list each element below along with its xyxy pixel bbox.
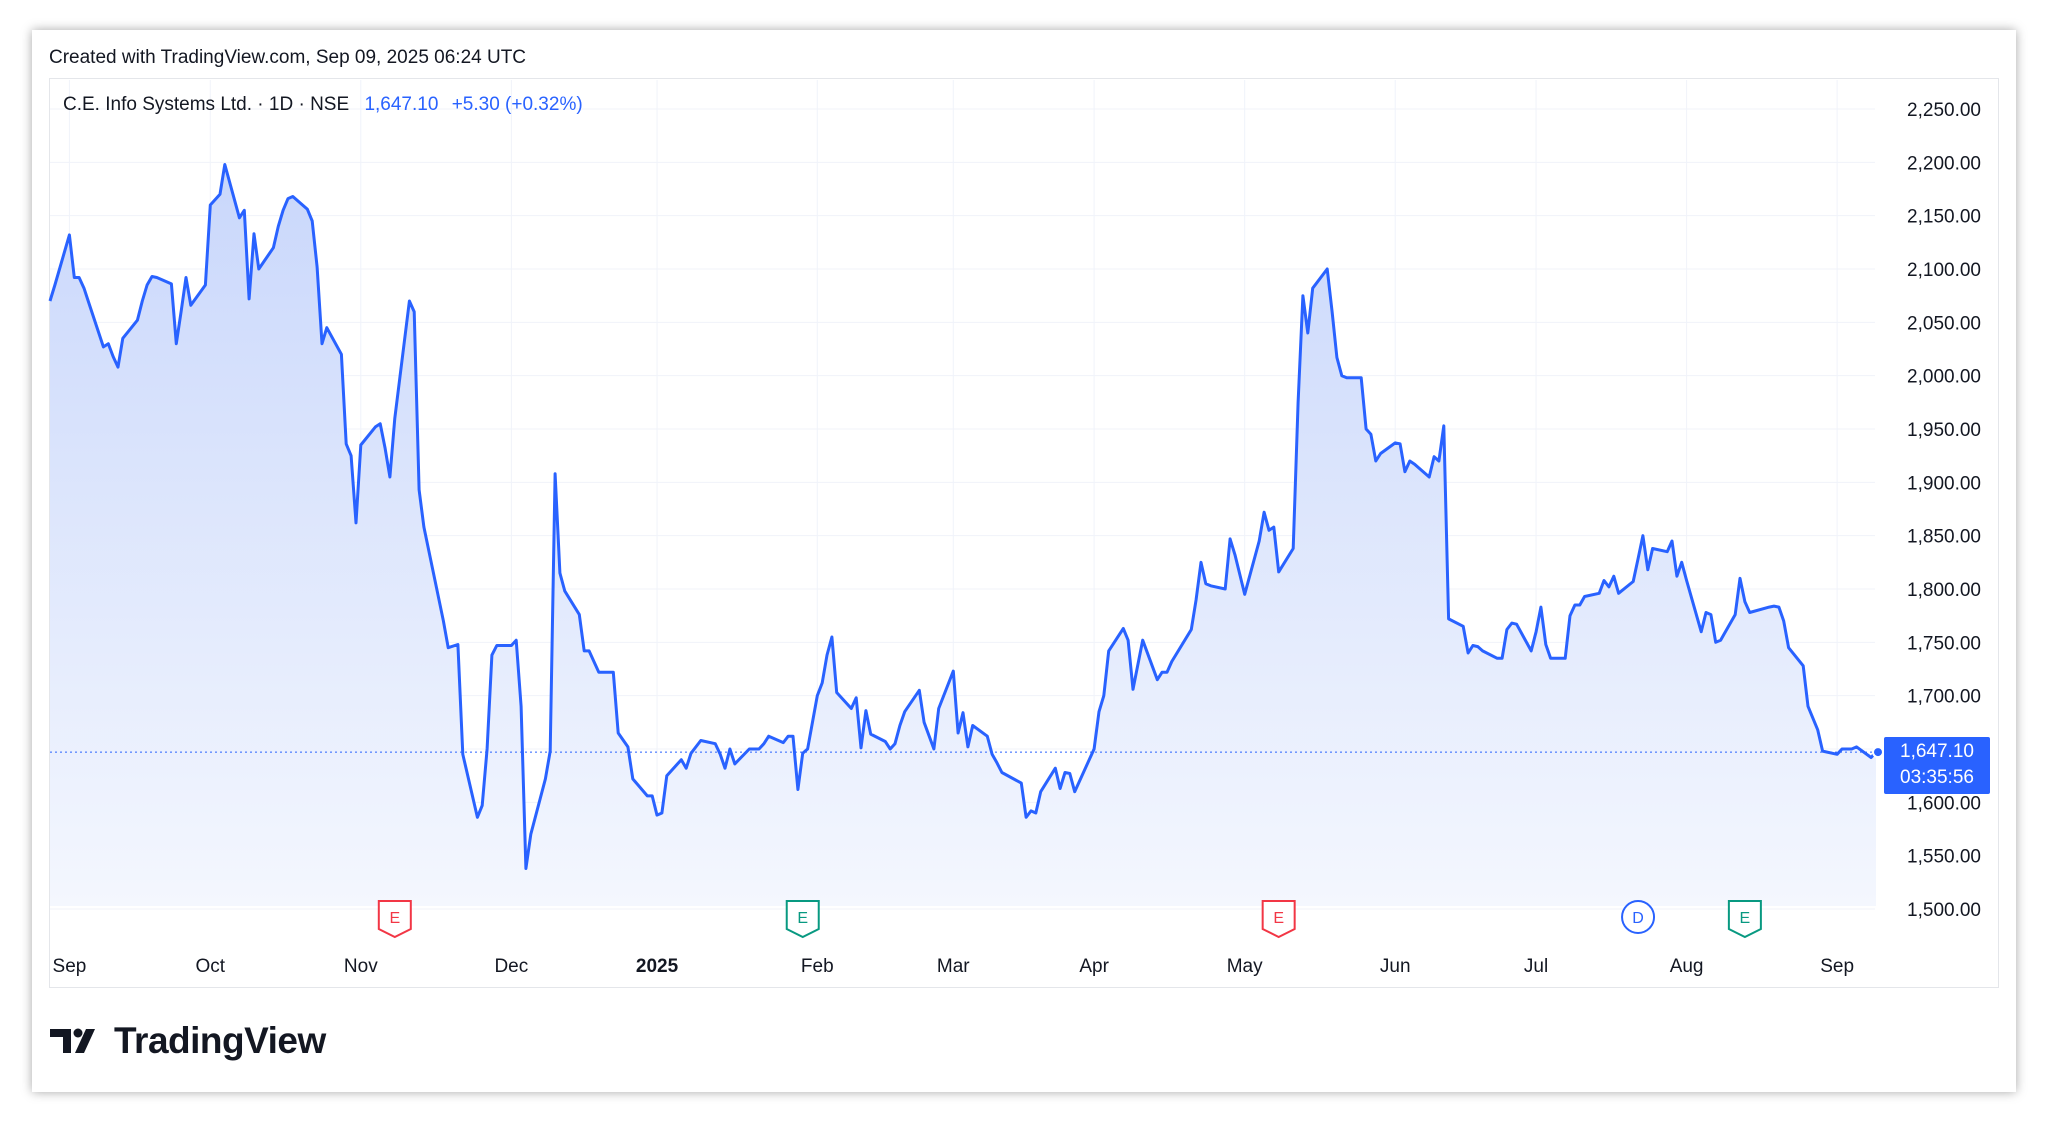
earnings-marker-icon [1727, 900, 1762, 939]
price-change: +5.30 (+0.32%) [451, 94, 583, 115]
y-tick-label: 1,750.00 [1907, 633, 1981, 654]
earnings-marker[interactable]: E [1261, 900, 1296, 939]
price-axis[interactable]: 1,500.001,550.001,600.001,650.001,700.00… [1907, 100, 1981, 921]
earnings-marker-icon [1261, 900, 1296, 939]
y-tick-label: 2,100.00 [1907, 260, 1981, 281]
x-tick-label: Apr [1079, 956, 1109, 977]
x-tick-label: Dec [494, 956, 528, 977]
symbol-legend: C.E. Info Systems Ltd. · 1D · NSE 1,647.… [63, 94, 583, 116]
dividend-marker[interactable]: D [1621, 900, 1656, 934]
y-tick-label: 2,000.00 [1907, 367, 1981, 388]
last-price-label: 1,647.10 03:35:56 [1884, 737, 1990, 794]
x-tick-label: May [1227, 956, 1263, 977]
x-tick-label: Sep [53, 956, 87, 977]
y-tick-label: 2,200.00 [1907, 153, 1981, 174]
chart-frame [49, 78, 1999, 988]
symbol-name: C.E. Info Systems Ltd. · 1D · NSE [63, 94, 350, 115]
x-tick-label: 2025 [636, 956, 679, 977]
event-marker-label: D [1632, 910, 1644, 927]
y-tick-label: 1,950.00 [1907, 420, 1981, 441]
event-marker-label: E [389, 910, 400, 927]
x-tick-label: Oct [195, 956, 225, 977]
bar-countdown: 03:35:56 [1900, 767, 1974, 788]
event-marker-label: E [797, 910, 808, 927]
y-tick-label: 1,850.00 [1907, 527, 1981, 548]
x-tick-label: Feb [801, 956, 834, 977]
time-axis[interactable]: Sep Oct Nov Dec 2025 Feb Mar Apr May Jun Jul Aug Sep [53, 956, 1855, 977]
last-price-value: 1,647.10 [1900, 741, 1974, 762]
y-tick-label: 2,250.00 [1907, 100, 1981, 121]
brand-name: TradingView [114, 1020, 326, 1061]
y-tick-label: 1,600.00 [1907, 793, 1981, 814]
earnings-marker[interactable]: E [785, 900, 820, 939]
last-price-dot [1872, 746, 1884, 759]
earnings-marker-icon [377, 900, 412, 939]
earnings-marker[interactable]: E [1727, 900, 1762, 939]
y-tick-label: 1,550.00 [1907, 847, 1981, 868]
tradingview-mark-icon [50, 1028, 95, 1053]
price-area-fill [50, 164, 1876, 906]
x-tick-label: Jul [1524, 956, 1548, 977]
y-tick-label: 1,700.00 [1907, 687, 1981, 708]
event-marker-label: E [1273, 910, 1284, 927]
y-tick-label: 2,050.00 [1907, 313, 1981, 334]
earnings-marker-icon [785, 900, 820, 939]
y-tick-label: 1,900.00 [1907, 473, 1981, 494]
tradingview-logo: TradingView [50, 1020, 326, 1062]
x-tick-label: Nov [344, 956, 378, 977]
created-caption: Created with TradingView.com, Sep 09, 20… [49, 47, 527, 68]
y-tick-label: 2,150.00 [1907, 207, 1981, 228]
dividend-marker-icon [1621, 900, 1656, 934]
last-value: 1,647.10 [364, 94, 439, 115]
y-tick-label: 1,500.00 [1907, 900, 1981, 921]
x-tick-label: Sep [1820, 956, 1854, 977]
event-marker-label: E [1740, 910, 1751, 927]
x-tick-label: Jun [1380, 956, 1411, 977]
earnings-marker[interactable]: E [377, 900, 412, 939]
x-tick-label: Mar [937, 956, 970, 977]
price-line [48, 163, 1878, 870]
x-tick-label: Aug [1670, 956, 1704, 977]
y-tick-label: 1,800.00 [1907, 580, 1981, 601]
